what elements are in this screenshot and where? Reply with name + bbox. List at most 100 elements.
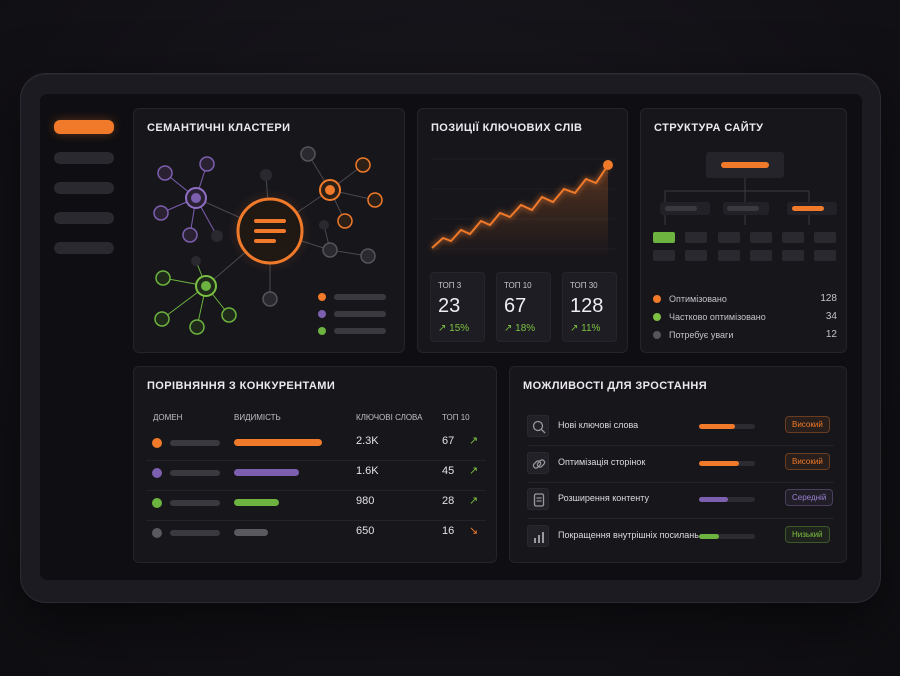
growth-item-label: Покращення внутрішніх посилань (558, 529, 699, 540)
stat-value: 67 (504, 295, 527, 317)
table-row[interactable]: 650 16 ↘ (146, 521, 486, 551)
visibility-bar (234, 469, 299, 476)
top10-value: 67 (442, 435, 455, 447)
stat-label: ТОП 10 (504, 281, 532, 290)
trend-up-icon: ↗ (469, 435, 479, 447)
priority-badge: Високий (785, 452, 830, 470)
growth-item[interactable]: Нові ключові слова Високий (527, 415, 834, 446)
domain-color-dot (152, 468, 162, 478)
sidebar-item-active[interactable] (54, 120, 114, 134)
growth-item[interactable]: Покращення внутрішніх посилань Низький (527, 524, 834, 553)
legend-label: Частково оптимізовано (669, 311, 766, 322)
clusters-card: Семантичні кластери (133, 108, 405, 353)
domain-placeholder (170, 440, 220, 446)
clusters-title: Семантичні кластери (147, 122, 291, 134)
trend-up-icon: ↗ (469, 465, 479, 477)
visibility-bar (234, 499, 279, 506)
cluster-graph (153, 146, 383, 335)
table-row[interactable]: 1.6K 45 ↗ (146, 461, 486, 491)
growth-progress-track (699, 497, 755, 502)
legend-value: 12 (825, 329, 837, 340)
competitors-title: Порівняння з конкурентами (147, 380, 336, 392)
legend-value: 128 (820, 293, 837, 304)
stat-label: ТОП 30 (570, 281, 598, 290)
positions-line-chart (430, 158, 615, 259)
stat-label: ТОП 3 (438, 281, 462, 290)
growth-item[interactable]: Оптимізація сторінок Високий (527, 451, 834, 483)
document-icon (527, 488, 549, 510)
growth-progress-fill (699, 424, 735, 429)
visibility-bar (234, 439, 322, 446)
domain-color-dot (152, 498, 162, 508)
header-domain: Домен (153, 413, 183, 422)
growth-progress-fill (699, 497, 729, 502)
visibility-bar (234, 529, 268, 536)
domain-placeholder (170, 500, 220, 506)
positions-title: Позиції ключових слів (431, 122, 583, 134)
keywords-value: 650 (356, 525, 375, 537)
priority-badge: Високий (785, 416, 830, 433)
link-icon (527, 451, 549, 474)
growth-card: Можливості для зростання (509, 366, 847, 563)
growth-item-label: Оптимізація сторінок (558, 456, 646, 467)
structure-title: Структура сайту (654, 122, 764, 134)
priority-badge: Низький (785, 525, 830, 543)
legend-label: Оптимізовано (669, 293, 727, 304)
row-divider (527, 518, 834, 519)
stat-delta: ↗ 18% (504, 323, 536, 334)
stat-top10: ТОП 10 67 ↗ 18% (496, 272, 551, 342)
row-divider (146, 490, 486, 491)
sidebar-item[interactable] (54, 242, 114, 254)
header-top10: Топ 10 (442, 413, 470, 422)
legend-dot (653, 312, 661, 321)
cluster-legend-purple (318, 310, 386, 318)
stat-value: 23 (438, 295, 461, 317)
growth-item[interactable]: Розширення контенту Середній (527, 488, 834, 519)
top10-value: 28 (442, 495, 455, 507)
sidebar-item[interactable] (54, 212, 114, 224)
domain-color-dot (152, 438, 162, 448)
domain-placeholder (170, 470, 220, 476)
header-visibility: Видимість (234, 413, 281, 422)
row-divider (146, 520, 486, 521)
growth-progress-track (699, 460, 755, 466)
bar-chart-icon (527, 524, 549, 547)
structure-legend-partial: Частково оптимізовано 34 (653, 311, 837, 322)
growth-progress-track (699, 424, 755, 429)
table-row[interactable]: 980 28 ↗ (146, 491, 486, 521)
growth-title: Можливості для зростання (523, 380, 708, 392)
stat-top3: ТОП 3 23 ↗ 15% (430, 272, 485, 342)
sidebar-item[interactable] (54, 182, 114, 194)
growth-progress-fill (699, 533, 720, 539)
search-icon (527, 415, 549, 437)
structure-card: Структура сайту (640, 108, 847, 353)
trend-up-icon: ↗ (469, 495, 479, 507)
top10-value: 16 (442, 525, 455, 537)
stat-delta: ↗ 15% (438, 323, 470, 334)
keywords-value: 1.6K (356, 465, 379, 477)
sidebar-item[interactable] (54, 152, 114, 164)
domain-color-dot (152, 528, 162, 538)
growth-progress-track (699, 533, 755, 539)
domain-placeholder (170, 530, 220, 536)
row-divider (527, 481, 834, 483)
priority-badge: Середній (785, 489, 834, 506)
stat-delta: ↗ 11% (570, 323, 601, 334)
keywords-value: 980 (356, 495, 375, 507)
trend-down-icon: ↘ (469, 525, 479, 537)
stat-top30: ТОП 30 128 ↗ 11% (562, 272, 617, 342)
site-tree-diagram (653, 152, 837, 261)
row-divider (527, 445, 834, 446)
keywords-value: 2.3K (356, 435, 379, 447)
cluster-legend-green (318, 327, 386, 335)
row-divider (146, 460, 486, 461)
competitors-card: Порівняння з конкурентами Домен Видиміст… (133, 366, 497, 563)
header-keywords: Ключові слова (356, 413, 423, 422)
legend-dot (653, 294, 661, 303)
legend-label: Потребує уваги (669, 329, 734, 340)
stat-value: 128 (570, 295, 604, 317)
table-row[interactable]: 2.3K 67 ↗ (146, 431, 486, 461)
structure-legend-optimized: Оптимізовано 128 (653, 293, 837, 304)
legend-dot (653, 330, 661, 339)
growth-item-label: Розширення контенту (558, 493, 649, 503)
